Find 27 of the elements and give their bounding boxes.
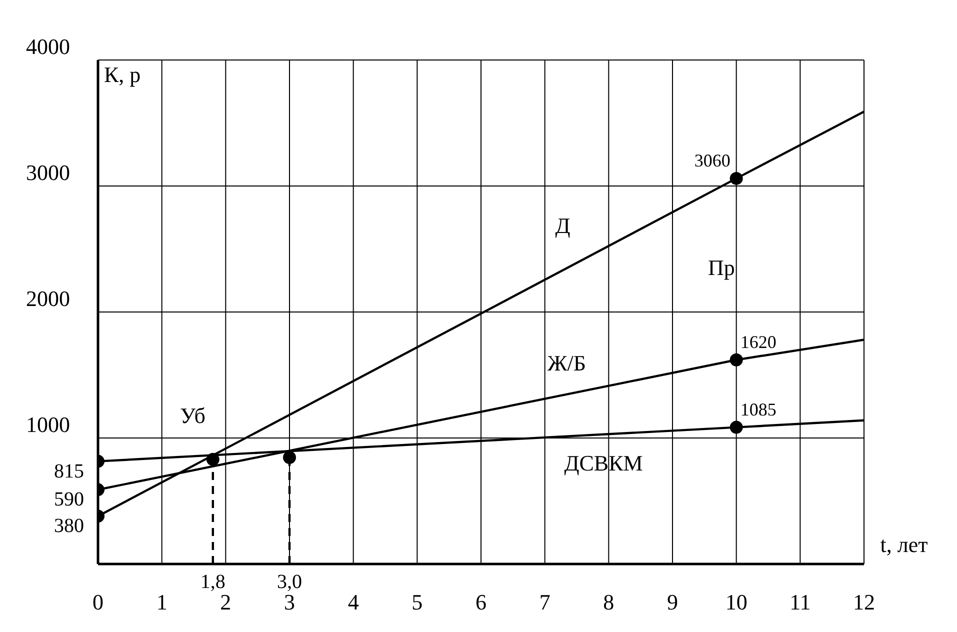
x-tick-label: 5 [412,590,423,615]
annotation: Пр [708,255,735,280]
x-tick-label: 0 [92,590,104,615]
series-label: Д [555,212,570,238]
data-label: 1085 [740,399,776,420]
x-tick-label: 8 [603,590,614,615]
data-label: 380 [54,515,84,538]
data-label: 815 [54,460,84,482]
x-tick-label: 4 [348,590,359,615]
x-tick-label: 6 [476,590,486,615]
y-tick-label: 1000 [26,412,70,437]
x-axis-title: t, лет [880,532,928,557]
data-label: 1620 [740,332,776,352]
x-tick-label: 7 [539,590,550,615]
x-tick-label: 9 [667,590,678,615]
x-tick-label: 10 [725,590,748,615]
y-tick-label: 4000 [26,34,70,59]
x-tick-label: 12 [853,590,875,615]
y-axis-title: К, р [104,62,141,87]
data-label: 590 [54,488,84,511]
y-tick-label: 3000 [26,160,70,185]
data-label: 3060 [694,150,730,170]
series-label: Ж/Б [548,350,586,376]
x-tick-label: 1 [156,590,168,615]
annotation: Уб [180,403,206,428]
x-tick-label: 11 [790,590,811,615]
y-tick-label: 2000 [26,286,70,311]
